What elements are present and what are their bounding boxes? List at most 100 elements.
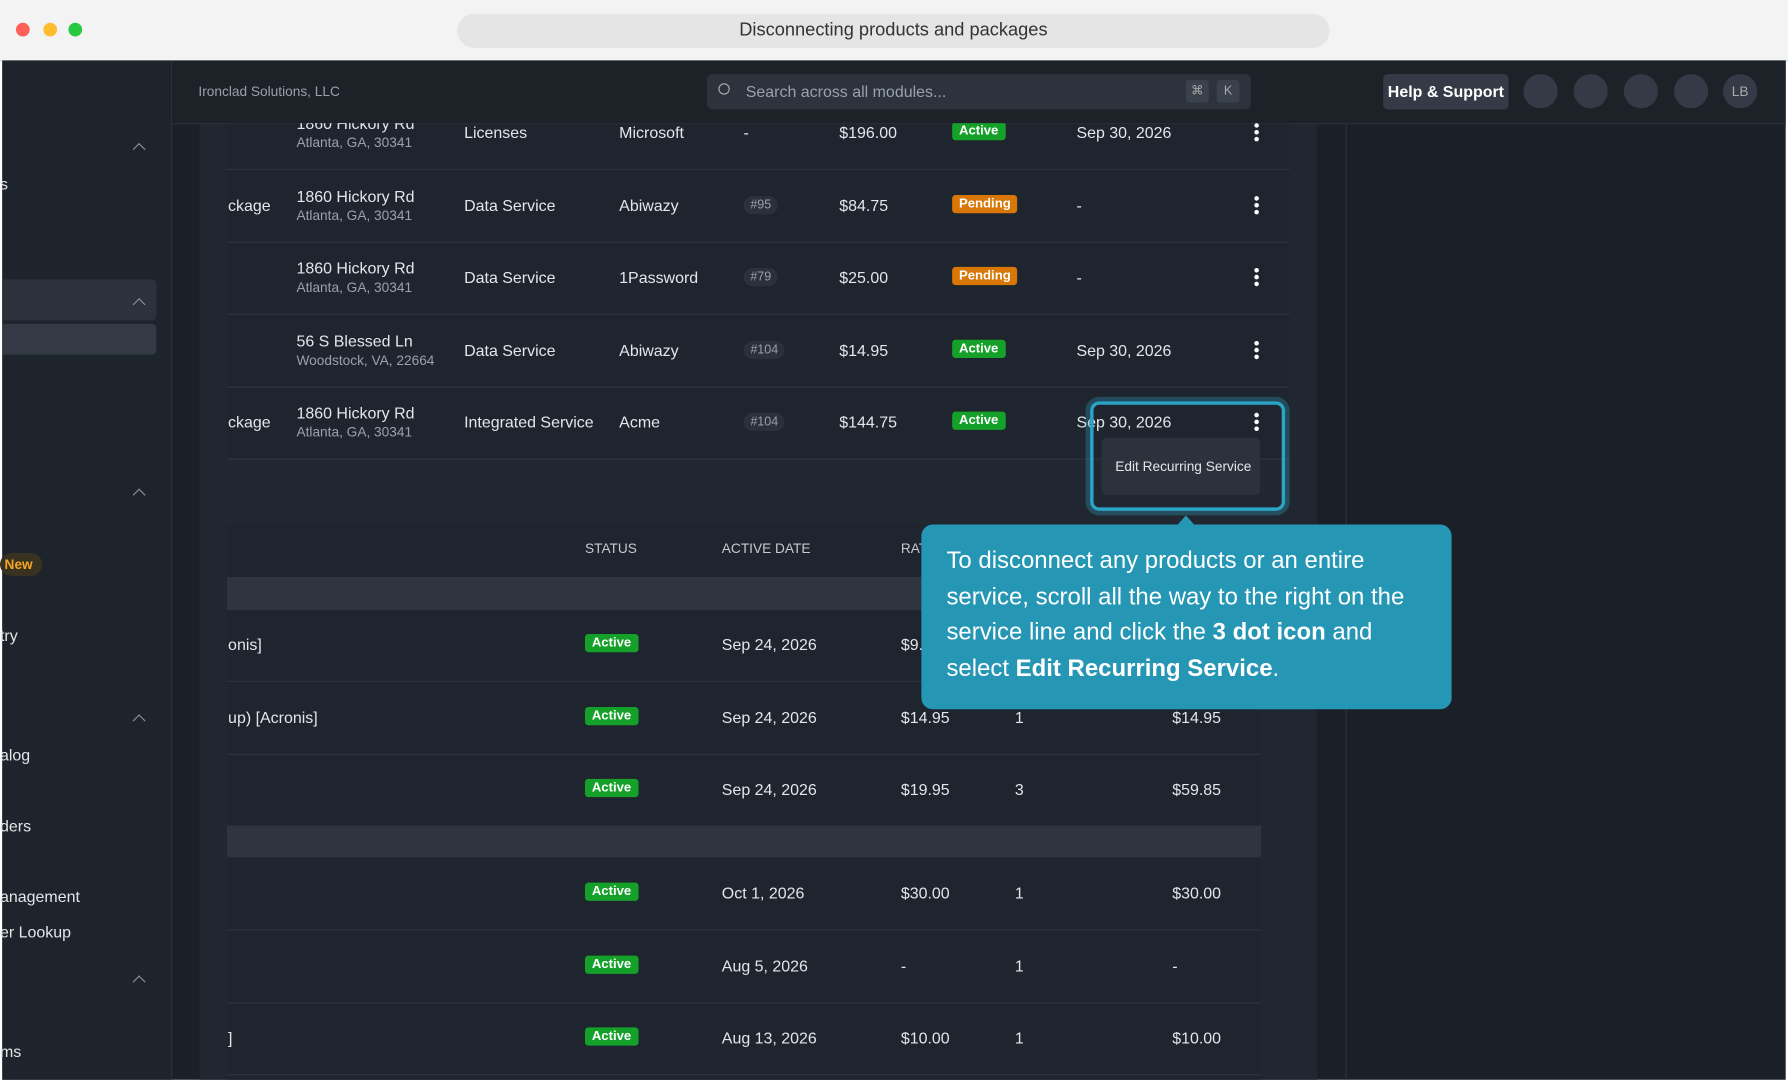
quantity: 1	[1014, 1028, 1024, 1047]
new-badge: New	[0, 553, 42, 576]
category: Integrated Service	[464, 413, 594, 432]
row-menu[interactable]	[1254, 413, 1259, 434]
column-header: STATUS	[584, 540, 637, 557]
group-header	[226, 825, 1262, 858]
status-badge: Pending	[952, 267, 1018, 286]
rate: $14.95	[900, 708, 950, 727]
status-badge: Active	[952, 122, 1006, 141]
modules-icon[interactable]	[1523, 74, 1558, 109]
menu-item[interactable]: Edit Recurring Service	[1115, 458, 1252, 475]
status-badge: Active	[952, 412, 1006, 431]
city: Atlanta, GA, 30341	[296, 279, 413, 296]
active-date: Oct 1, 2026	[721, 883, 805, 902]
price: $84.75	[839, 195, 889, 214]
total: $14.95	[1172, 708, 1222, 727]
vendor: Abiwazy	[619, 340, 679, 359]
search-box[interactable]	[706, 74, 1251, 110]
status-badge: Active	[584, 1027, 639, 1046]
clip	[226, 114, 1290, 124]
category: Data Service	[464, 340, 556, 359]
date: Sep 30, 2026	[1076, 340, 1172, 359]
search-icon	[718, 83, 730, 95]
rate: $30.00	[900, 883, 950, 902]
help-button[interactable]: Help & Support	[1383, 74, 1509, 110]
search-placeholder: Search across all modules...	[745, 82, 947, 101]
row-border	[226, 929, 1262, 931]
total: -	[1172, 956, 1178, 975]
tooltip-text: To disconnect any products or an entire …	[946, 547, 1405, 646]
date: -	[1076, 268, 1082, 287]
dropdown-menu	[1101, 437, 1261, 495]
quantity: 1	[1014, 708, 1024, 727]
minimize-button[interactable]	[43, 22, 58, 37]
active-date: Sep 24, 2026	[721, 708, 817, 727]
total: $30.00	[1172, 883, 1222, 902]
timer-icon[interactable]	[1623, 74, 1658, 109]
ticket: #79	[743, 268, 779, 287]
type: ckage	[228, 413, 271, 432]
status-badge: Active	[584, 882, 639, 901]
product-name: up) [Acronis]	[228, 708, 318, 727]
vendor: 1Password	[619, 268, 699, 287]
active-date: Aug 13, 2026	[721, 1028, 817, 1047]
city: Atlanta, GA, 30341	[296, 134, 413, 151]
sidebar-item[interactable]: alog	[0, 745, 31, 765]
tooltip-arrow	[1176, 515, 1196, 526]
quantity: 1	[1014, 883, 1024, 902]
row-border	[226, 458, 1290, 460]
ticket: #104	[743, 340, 786, 359]
sidebar-item[interactable]: ms	[0, 1042, 22, 1061]
maximize-button[interactable]	[68, 22, 83, 37]
shortcut-key: K	[1216, 79, 1240, 103]
rate: $10.00	[900, 1028, 950, 1047]
highlight	[1090, 401, 1286, 511]
tooltip-emphasis: 3 dot icon	[1212, 619, 1326, 646]
city: Atlanta, GA, 30341	[296, 424, 413, 441]
row-menu[interactable]	[1254, 195, 1259, 217]
sidebar-item[interactable]: ders	[0, 816, 32, 835]
city: Woodstock, VA, 22664	[296, 352, 435, 369]
company-name: Ironclad Solutions, LLC	[198, 83, 340, 100]
notifications-icon[interactable]	[1673, 74, 1709, 109]
history-icon[interactable]	[1573, 74, 1608, 109]
sidebar-item[interactable]: s	[0, 174, 8, 193]
row-menu[interactable]	[1254, 123, 1259, 144]
price: $14.95	[839, 340, 889, 359]
row-menu[interactable]	[1254, 268, 1259, 289]
sidebar-item[interactable]: anagement	[0, 887, 80, 906]
row-border	[226, 680, 1262, 682]
tooltip-text: .	[1272, 655, 1280, 682]
close-button[interactable]	[15, 22, 30, 37]
rate: -	[900, 956, 907, 975]
address: 1860 Hickory Rd	[296, 259, 415, 278]
row-menu[interactable]	[1254, 340, 1259, 362]
row-border	[226, 1074, 1262, 1076]
active-date: Sep 24, 2026	[721, 635, 817, 654]
sidebar-active[interactable]	[2, 279, 157, 321]
sidebar-item[interactable]: try	[0, 626, 18, 645]
tooltip: To disconnect any products or an entire …	[921, 524, 1452, 710]
vendor: Microsoft	[619, 123, 684, 142]
category: Licenses	[464, 123, 528, 142]
category: Data Service	[464, 268, 556, 287]
avatar[interactable]: LB	[1722, 74, 1758, 109]
date: -	[1076, 195, 1082, 214]
address: 1860 Hickory Rd	[296, 404, 415, 423]
address: 56 S Blessed Ln	[296, 331, 413, 350]
sidebar-item[interactable]: er Lookup	[0, 922, 72, 941]
window-title: Disconnecting products and packages	[457, 13, 1330, 48]
product-name: ]	[228, 1028, 233, 1047]
tooltip-emphasis: Edit Recurring Service	[1015, 655, 1273, 682]
ticket: #104	[743, 413, 786, 432]
row-border	[226, 168, 1290, 170]
column-header: ACTIVE DATE	[721, 540, 811, 557]
row-border	[226, 313, 1290, 315]
date: Sep 30, 2026	[1076, 123, 1172, 142]
status-badge: Active	[584, 634, 639, 653]
total: $10.00	[1172, 1028, 1222, 1047]
sidebar-subitem[interactable]	[2, 323, 157, 355]
ticket: #95	[743, 195, 779, 214]
ticket: -	[743, 123, 749, 142]
